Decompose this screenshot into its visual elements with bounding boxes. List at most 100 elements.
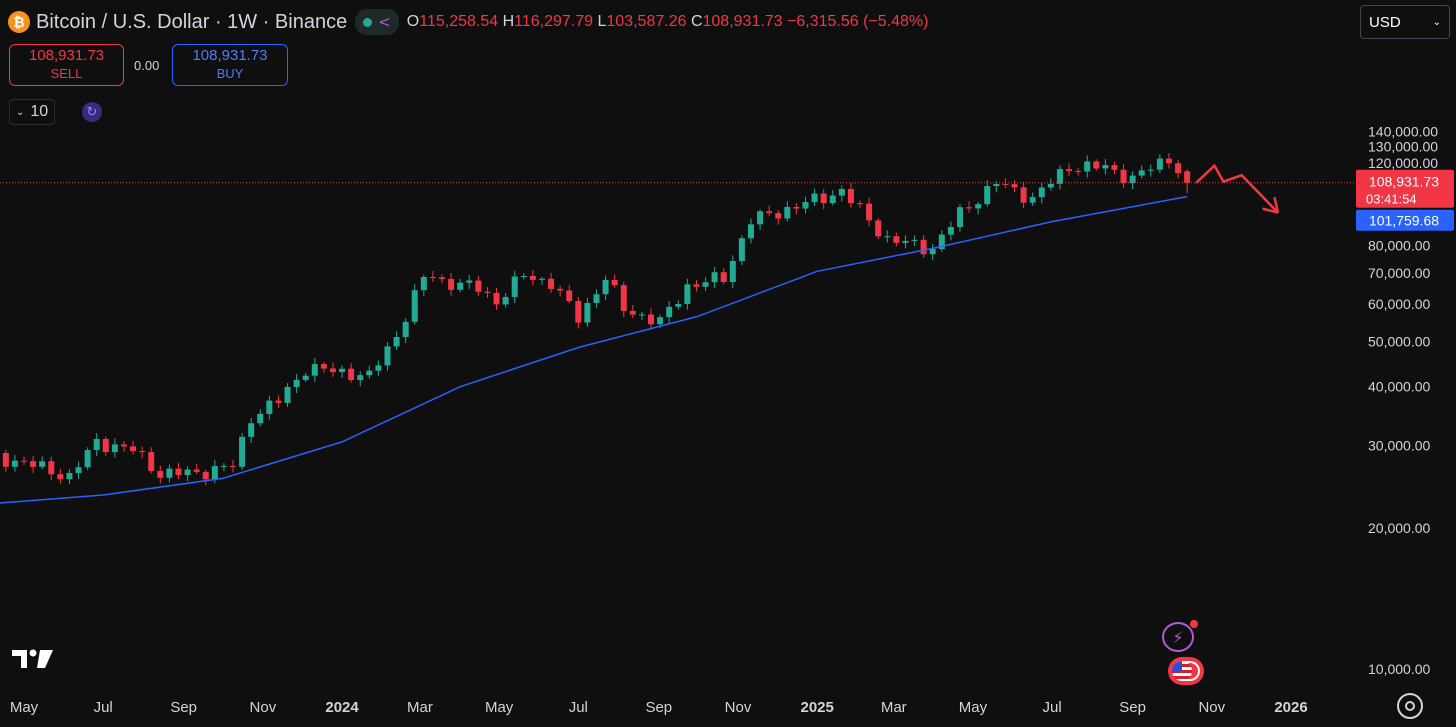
candle-body xyxy=(384,346,391,366)
price-tick-label: 140,000.00 xyxy=(1368,124,1438,140)
candle-body xyxy=(1129,175,1136,184)
time-tick-label: May xyxy=(10,699,39,716)
candle-body xyxy=(575,301,582,323)
candle-body xyxy=(193,469,200,472)
candle-body xyxy=(429,276,436,278)
candle-body xyxy=(448,278,455,290)
candle-body xyxy=(956,207,963,227)
candle-body xyxy=(1111,165,1118,170)
candle-body xyxy=(293,379,300,387)
ohlc-high-value: 116,297.79 xyxy=(514,13,594,30)
time-tick-label: Nov xyxy=(725,699,752,716)
candle-body xyxy=(584,302,591,323)
candle-body xyxy=(657,317,664,325)
price-tick-label: 60,000.00 xyxy=(1368,296,1430,312)
candle-body xyxy=(1175,163,1182,174)
candle-body xyxy=(893,236,900,243)
candle-body xyxy=(1056,169,1063,184)
candle-body xyxy=(230,465,237,467)
candle-body xyxy=(938,234,945,250)
candle-body xyxy=(866,203,873,221)
candle-body xyxy=(593,294,600,303)
candle-body xyxy=(947,226,954,235)
candle-body xyxy=(1156,158,1163,170)
symbol-header: ₿ Bitcoin / U.S. Dollar · 1W · Binance <… xyxy=(8,8,928,36)
indicators-toggle[interactable]: ⌄ 10 xyxy=(9,99,56,125)
us-economic-events-icon[interactable] xyxy=(1168,657,1204,685)
time-tick-label: Nov xyxy=(1198,699,1225,716)
bar-countdown-label: 03:41:54 xyxy=(1366,192,1417,207)
candle-body xyxy=(993,184,1000,187)
candle-body xyxy=(711,272,718,283)
candle-body xyxy=(666,306,673,318)
price-tick-label: 130,000.00 xyxy=(1368,139,1438,155)
candle-body xyxy=(1066,169,1073,171)
ohlc-close-value: 108,931.73 xyxy=(702,13,783,30)
time-tick-label: May xyxy=(485,699,514,716)
chevron-down-icon: ⌄ xyxy=(1432,16,1441,28)
projection-path xyxy=(1195,163,1279,214)
buy-button[interactable]: 108,931.73 BUY xyxy=(172,44,288,86)
time-axis[interactable]: May Jul Sep Nov 2024 Mar May Jul Sep Nov 2025 Mar Ma… xyxy=(10,699,1308,716)
current-price-tag-label: 108,931.73 xyxy=(1369,174,1439,190)
lightning-alert-icon[interactable]: ⚡ xyxy=(1162,620,1198,652)
candle-body xyxy=(420,276,427,291)
candle-body xyxy=(602,279,609,295)
candle-body xyxy=(357,375,364,381)
candle-body xyxy=(766,211,773,214)
candle-body xyxy=(911,239,918,241)
sell-button[interactable]: 108,931.73 SELL xyxy=(9,44,124,86)
candle-body xyxy=(320,364,327,369)
candle-body xyxy=(966,207,973,209)
candle-body xyxy=(802,202,809,209)
price-tags: 108,931.73 03:41:54 101,759.68 xyxy=(1356,169,1454,231)
candle-body xyxy=(757,211,764,225)
candle-body xyxy=(784,206,791,219)
buy-label: BUY xyxy=(216,66,244,81)
sync-icon[interactable]: ↻ xyxy=(82,102,102,122)
candle-body xyxy=(39,461,46,467)
candle-body xyxy=(275,400,282,403)
symbol-title[interactable]: Bitcoin / U.S. Dollar · 1W · Binance xyxy=(36,10,348,33)
price-tick-label: 70,000.00 xyxy=(1368,265,1430,281)
currency-select[interactable]: USD ⌄ xyxy=(1360,5,1450,39)
time-tick-label: Nov xyxy=(250,699,277,716)
price-axis[interactable]: 140,000.00130,000.00120,000.0090,000.008… xyxy=(1368,124,1438,677)
candle-body xyxy=(66,472,73,480)
candle-body xyxy=(929,249,936,255)
ma-price-tag xyxy=(1356,209,1454,231)
candle-body xyxy=(130,446,137,452)
tradingview-logo-icon[interactable] xyxy=(12,648,54,670)
ohlc-low-key: L xyxy=(597,13,607,30)
status-pill[interactable]: < xyxy=(355,9,399,35)
projection-arrow xyxy=(1195,163,1280,214)
candle-body xyxy=(1011,184,1018,188)
candle-body xyxy=(975,204,982,209)
candle-body xyxy=(475,280,482,292)
candle-body xyxy=(675,304,682,307)
candle-body xyxy=(302,375,309,380)
bitcoin-icon: ₿ xyxy=(8,11,30,33)
time-tick-label: Sep xyxy=(170,699,197,716)
candle-body xyxy=(902,240,909,243)
candle-body xyxy=(75,467,82,473)
candle-body xyxy=(847,188,854,204)
candle-body xyxy=(1120,169,1127,184)
candle-body xyxy=(339,368,346,373)
candle-body xyxy=(820,193,827,204)
candle-body xyxy=(266,400,273,414)
candle-body xyxy=(1029,197,1036,203)
candle-body xyxy=(466,280,473,283)
candle-body xyxy=(838,188,845,196)
candle-body xyxy=(1047,183,1054,188)
candle-body xyxy=(21,460,27,462)
candle-body xyxy=(1020,187,1027,203)
settings-gear-icon[interactable] xyxy=(1397,693,1423,719)
share-icon[interactable]: < xyxy=(378,13,391,31)
candle-body xyxy=(148,452,155,471)
candle-body xyxy=(57,474,64,480)
candle-body xyxy=(638,314,645,316)
candle-body xyxy=(11,460,18,467)
candle-body xyxy=(775,213,782,219)
